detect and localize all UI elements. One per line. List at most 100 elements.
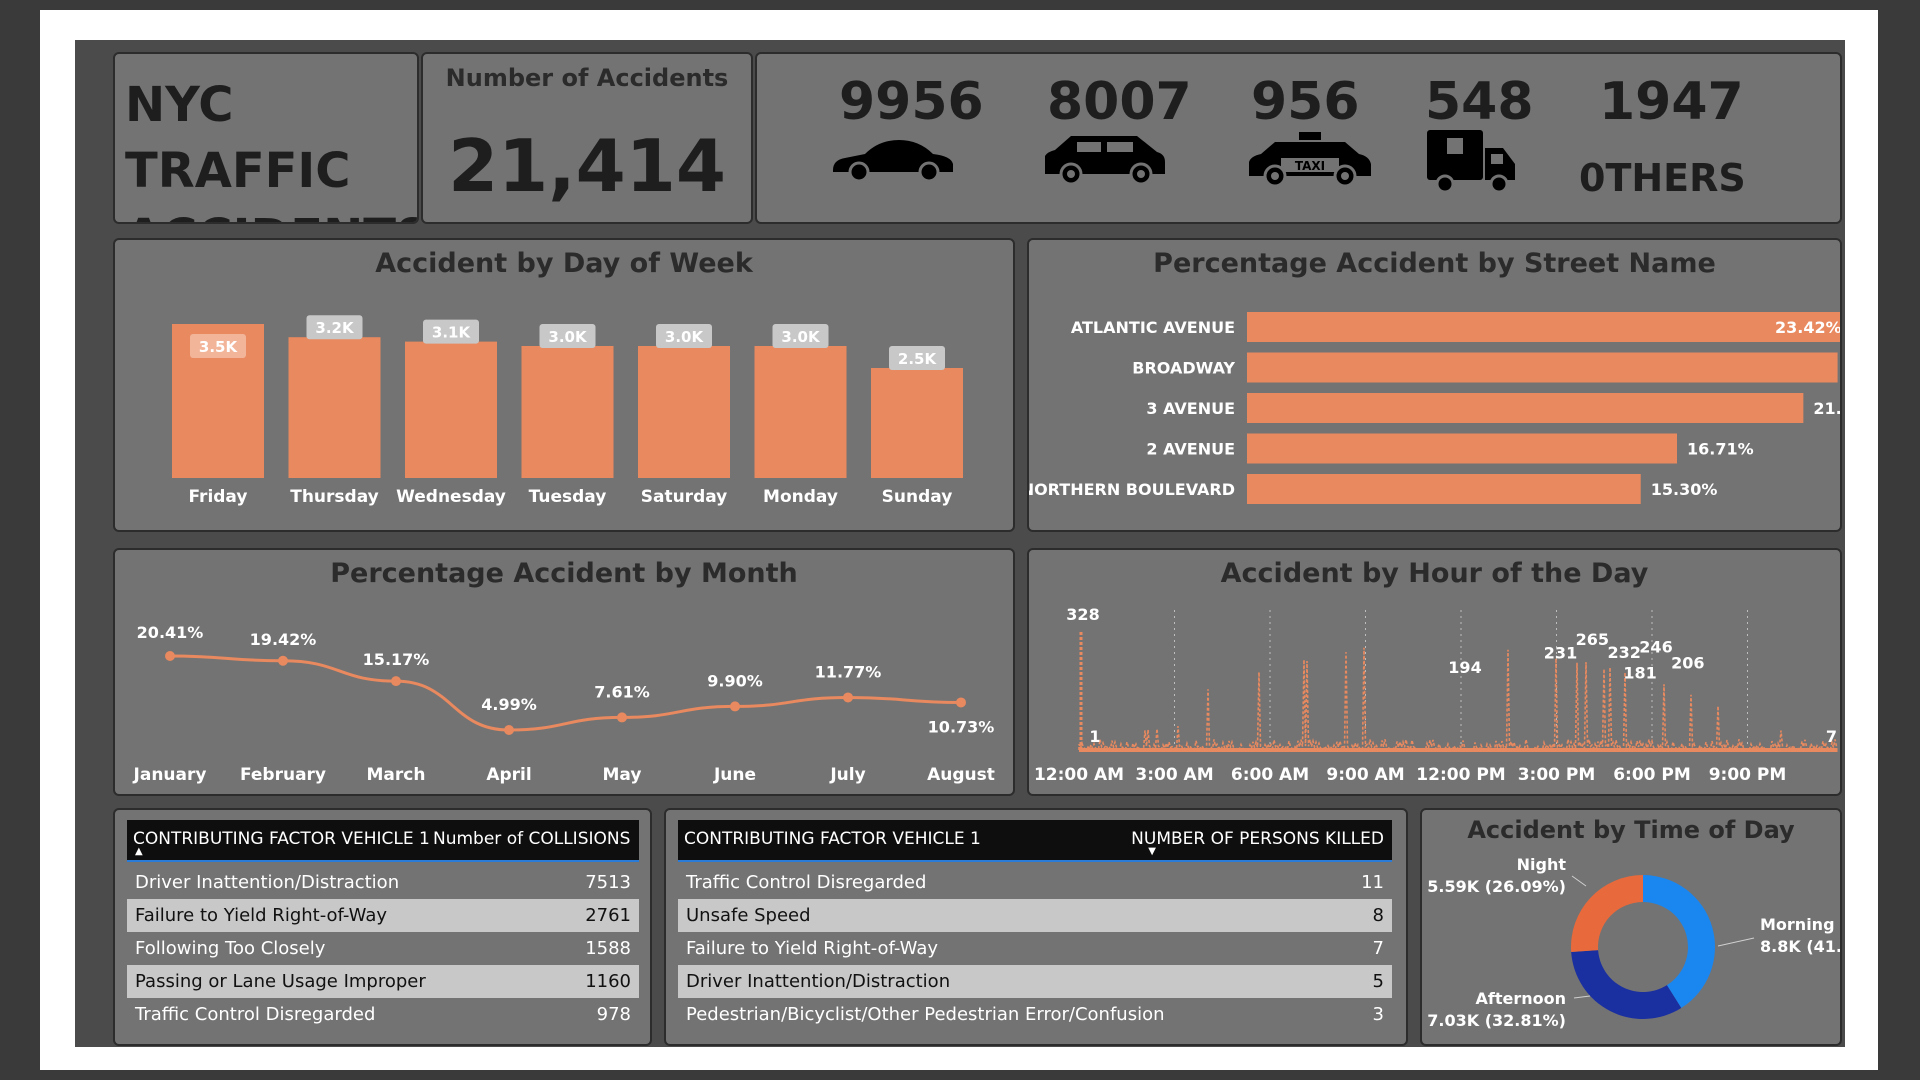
bar-data-label: 2.5K [898, 350, 938, 368]
suv-count: 8007 [1047, 72, 1192, 132]
x-tick-label: Monday [763, 487, 838, 507]
table-cell-factor: Passing or Lane Usage Improper [135, 971, 426, 992]
report-canvas: NYC TRAFFIC ACCIDENTS Number of Accident… [40, 10, 1878, 1070]
bar-sunday [871, 368, 963, 478]
taxi-icon: TAXI [1249, 132, 1371, 188]
x-tick-label: May [603, 765, 642, 785]
hour-data-label: 206 [1671, 653, 1704, 672]
hour-data-label: 1 [1089, 727, 1100, 746]
collisions-header-count[interactable]: Number of COLLISIONS [433, 829, 631, 849]
killed-header-count[interactable]: NUMBER OF PERSONS KILLED [1131, 829, 1384, 849]
hour-data-label: 181 [1623, 663, 1656, 682]
table-row[interactable]: Unsafe Speed 8 [678, 899, 1392, 932]
bar-data-label: 3.5K [199, 338, 239, 356]
donut-leader-line [1573, 995, 1591, 999]
x-tick-label: April [486, 765, 531, 785]
bar-data-label: 3.0K [781, 328, 821, 346]
collisions-header-factor[interactable]: CONTRIBUTING FACTOR VEHICLE 1 [133, 829, 430, 849]
collisions-table-header: CONTRIBUTING FACTOR VEHICLE 1 Number of … [127, 820, 639, 862]
sort-down-icon[interactable]: ▼ [1148, 846, 1156, 857]
hour-data-label: 246 [1639, 638, 1672, 657]
donut-leader-line [1571, 875, 1587, 887]
table-cell-factor: Following Too Closely [135, 938, 326, 959]
x-tick-label: Saturday [641, 487, 728, 507]
hbar-data-label: 21.62% [1813, 399, 1840, 418]
bar-label-box [306, 315, 363, 340]
bar-tuesday [521, 346, 614, 478]
month-title: Percentage Accident by Month [330, 558, 798, 589]
bar-label-box [889, 346, 945, 370]
x-tick-label: 3:00 AM [1135, 765, 1213, 785]
month-data-label: 10.73% [928, 717, 995, 736]
month-point [504, 725, 514, 735]
bar-label-box [656, 324, 712, 348]
hbar-4 [1247, 474, 1641, 504]
x-tick-label: 9:00 PM [1709, 765, 1787, 785]
month-point [278, 655, 288, 666]
bar-label-box [423, 319, 479, 344]
table-row[interactable]: Traffic Control Disregarded 11 [678, 866, 1392, 899]
bar-wednesday [405, 341, 497, 478]
x-tick-label: January [133, 765, 207, 785]
suv-icon [1045, 136, 1165, 186]
month-data-label: 11.77% [815, 662, 882, 681]
bar-data-label: 3.0K [548, 328, 588, 346]
table-cell-value: 11 [1361, 872, 1384, 893]
kpi-panel: Number of Accidents 21,414 [421, 52, 753, 224]
day-of-week-title: Accident by Day of Week [375, 248, 753, 279]
donut-slice-morning [1643, 875, 1715, 1008]
table-cell-value: 7513 [585, 872, 631, 893]
truck-icon [1427, 130, 1515, 194]
sort-up-icon[interactable]: ▲ [135, 846, 143, 857]
bar-data-label: 3.2K [315, 319, 355, 337]
killed-table-panel: CONTRIBUTING FACTOR VEHICLE 1 NUMBER OF … [664, 808, 1408, 1046]
table-row[interactable]: Failure to Yield Right-of-Way 7 [678, 932, 1392, 965]
table-row[interactable]: Driver Inattention/Distraction 5 [678, 965, 1392, 998]
table-cell-value: 2761 [585, 905, 631, 926]
killed-header-factor[interactable]: CONTRIBUTING FACTOR VEHICLE 1 [684, 829, 981, 849]
bar-label-box [539, 324, 596, 348]
x-tick-label: July [829, 765, 865, 785]
month-chart: 20.41% January 19.42% February 15.17% March 4.… [133, 623, 995, 785]
killed-table-header: CONTRIBUTING FACTOR VEHICLE 1 NUMBER OF … [678, 820, 1392, 862]
x-tick-label: Thursday [290, 487, 379, 507]
hbar-data-label: 15.30% [1651, 480, 1718, 499]
hbar-1 [1247, 352, 1838, 383]
bar-label-box [772, 324, 829, 348]
table-row[interactable]: Failure to Yield Right-of-Way 2761 [127, 899, 639, 932]
month-data-label: 15.17% [363, 650, 430, 669]
x-tick-label: 9:00 AM [1326, 765, 1404, 785]
table-row[interactable]: Traffic Control Disregarded 978 [127, 998, 639, 1031]
table-cell-value: 7 [1372, 938, 1384, 959]
donut-data-label: 5.59K (26.09%) [1427, 877, 1566, 896]
kpi-label: Number of Accidents [445, 64, 729, 92]
collisions-table-panel: CONTRIBUTING FACTOR VEHICLE 1 Number of … [113, 808, 652, 1046]
table-cell-factor: Driver Inattention/Distraction [686, 971, 951, 992]
x-tick-label: Friday [189, 487, 248, 507]
table-row[interactable]: Pedestrian/Bicyclist/Other Pedestrian Er… [678, 998, 1392, 1031]
table-cell-value: 1160 [585, 971, 631, 992]
table-row[interactable]: Passing or Lane Usage Improper 1160 [127, 965, 639, 998]
sedan-icon [833, 140, 953, 183]
sedan-count: 9956 [839, 72, 984, 132]
y-tick-label: 3 AVENUE [1146, 399, 1235, 418]
day-of-week-panel: Accident by Day of Week 3.5K Friday 3.2K Th… [113, 238, 1015, 532]
bar-thursday [288, 337, 381, 478]
donut-series-name: Afternoon [1476, 989, 1567, 1008]
table-cell-value: 3 [1372, 1004, 1384, 1025]
donut-leader-line [1717, 937, 1755, 947]
x-tick-label: 12:00 PM [1416, 765, 1505, 785]
month-line [169, 654, 962, 732]
table-row[interactable]: Following Too Closely 1588 [127, 932, 639, 965]
time-of-day-chart: Morning 8.8K (41.1%) Afternoon 7.03K (32.81… [1427, 855, 1840, 1030]
donut-data-label: 7.03K (32.81%) [1427, 1011, 1566, 1030]
table-cell-factor: Driver Inattention/Distraction [135, 872, 400, 893]
table-row[interactable]: Driver Inattention/Distraction 7513 [127, 866, 639, 899]
x-tick-label: June [713, 765, 756, 785]
x-tick-label: March [367, 765, 426, 785]
y-tick-label: ATLANTIC AVENUE [1071, 318, 1235, 337]
hbar-3 [1247, 433, 1678, 464]
y-tick-label: 2 AVENUE [1146, 440, 1235, 459]
month-point [956, 697, 966, 708]
